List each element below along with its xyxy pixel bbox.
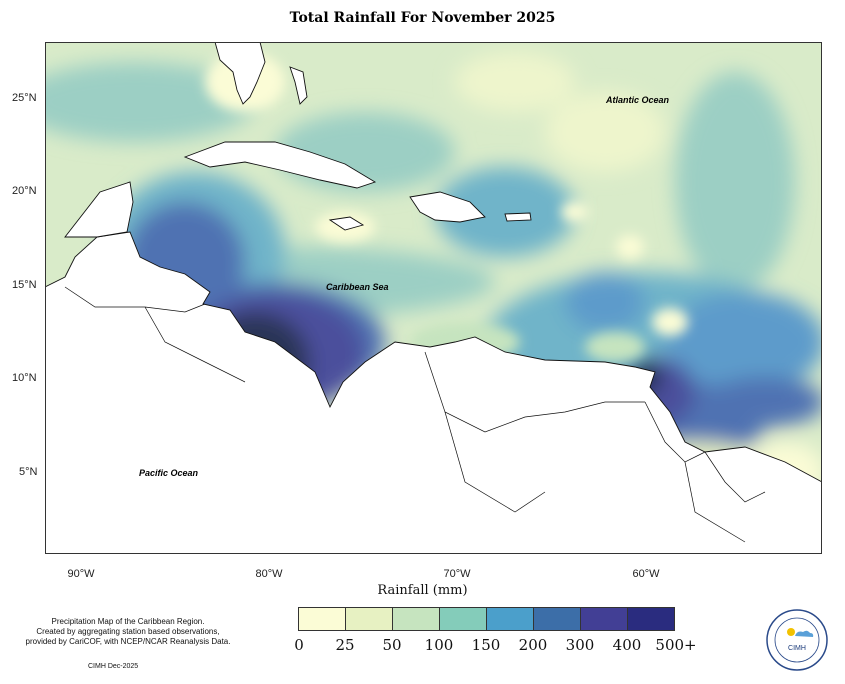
logo-text: CIMH (788, 645, 806, 652)
legend-tick: 0 (294, 636, 304, 654)
legend-tick: 100 (424, 636, 454, 654)
yucatan-land (64, 181, 134, 238)
pacific-ocean-label: Pacific Ocean (139, 468, 199, 478)
map-title: Total Rainfall For November 2025 (289, 10, 556, 26)
legend-swatch (628, 608, 674, 630)
legend-swatch (534, 608, 581, 630)
lat-tick-15n: 15°N (12, 279, 37, 291)
lon-tick-60w: 60°W (632, 568, 660, 580)
legend-tick: 200 (518, 636, 548, 654)
sun-icon (787, 628, 795, 636)
legend-tick: 150 (471, 636, 501, 654)
legend-swatch (487, 608, 534, 630)
legend-color-bar (298, 607, 675, 631)
legend-tick: 25 (335, 636, 355, 654)
cuba-land (183, 141, 377, 189)
legend-tick: 300 (565, 636, 595, 654)
legend-title: Rainfall (mm) (377, 583, 468, 598)
legend-swatch (393, 608, 440, 630)
bahamas-land (289, 66, 308, 105)
legend-tick: 400 (612, 636, 642, 654)
footnote-line: Precipitation Map of the Caribbean Regio… (51, 617, 205, 626)
legend-swatch (346, 608, 393, 630)
legend-tick: 50 (382, 636, 402, 654)
legend-swatch (440, 608, 487, 630)
puerto-rico-land (504, 212, 532, 222)
footnote-line: provided by CariCOF, with NCEP/NCAR Rean… (25, 637, 231, 646)
legend-swatch (581, 608, 628, 630)
credit-text: CIMH Dec-2025 (88, 663, 139, 670)
cloud-icon (795, 630, 814, 637)
atlantic-ocean-label: Atlantic Ocean (606, 95, 670, 105)
legend-tick: 500+ (655, 636, 697, 654)
caribbean-sea-label: Caribbean Sea (326, 282, 389, 292)
lat-tick-20n: 20°N (12, 185, 37, 197)
cimh-logo: CIMH (765, 608, 829, 672)
lon-tick-90w: 90°W (67, 568, 95, 580)
lon-tick-80w: 80°W (255, 568, 283, 580)
hispaniola-land (409, 191, 486, 223)
map-footnote: Precipitation Map of the Caribbean Regio… (8, 617, 248, 647)
lat-tick-25n: 25°N (12, 92, 37, 104)
footnote-line: Created by aggregating station based obs… (36, 627, 220, 636)
legend-swatch (299, 608, 346, 630)
lon-tick-70w: 70°W (443, 568, 471, 580)
rainfall-map (45, 42, 822, 554)
jamaica-land (328, 216, 365, 231)
lat-tick-10n: 10°N (12, 372, 37, 384)
lat-tick-5n: 5°N (19, 466, 38, 478)
florida-land (214, 42, 266, 105)
